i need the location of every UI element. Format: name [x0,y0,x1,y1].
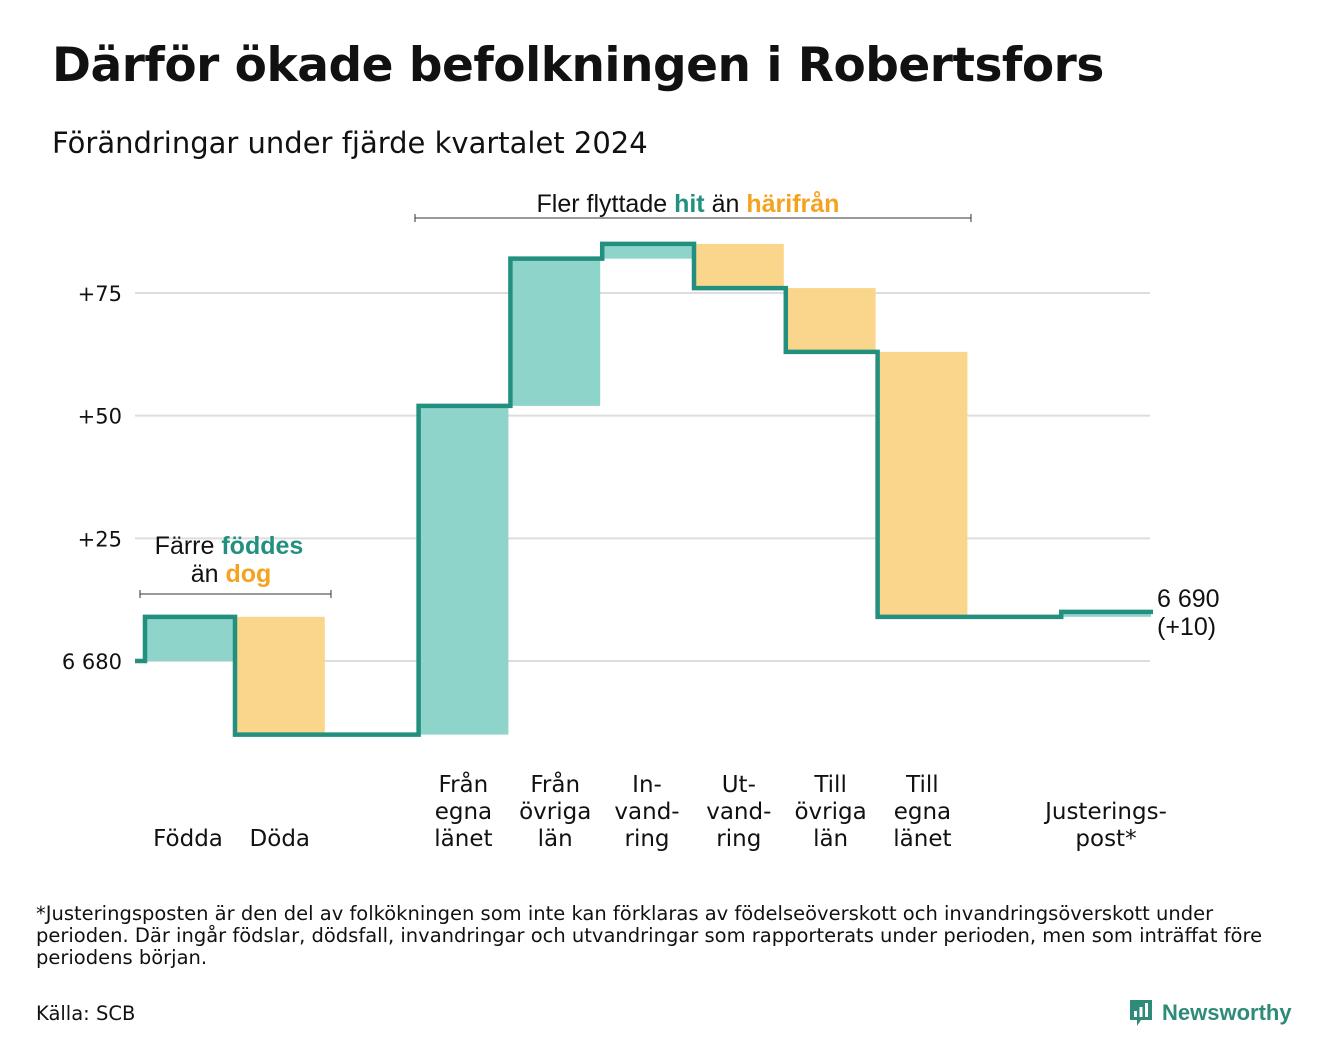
chart-title: Därför ökade befolkningen i Robertsfors [52,38,1104,93]
waterfall-bar [1061,611,1151,617]
moves-annotation: Fler flyttade hit än härifrån [414,190,972,222]
x-category-label: länet [434,826,492,852]
waterfall-bar [418,405,509,735]
newsworthy-logo: Newsworthy [1128,998,1292,1028]
moves-annotation-highlight-away: härifrån [746,190,839,218]
x-category-label: Från [530,770,580,798]
waterfall-bar [510,258,601,406]
step-line [135,241,1153,737]
y-tick-label: +25 [78,527,122,551]
grid-lines [135,292,1150,662]
y-tick-label: +50 [78,405,122,429]
births-annotation-middle: än [191,560,219,588]
x-category-label: övriga [519,799,591,825]
x-category-label: vand- [614,799,679,825]
y-tick-label: 6 680 [62,650,122,674]
x-category-label: Födda [153,826,223,852]
y-axis-tick-labels: 6 680 +25 +50 +75 [62,282,122,674]
x-category-label: ring [716,826,761,852]
x-category-label: post* [1075,826,1136,852]
x-category-label: Justerings- [1043,799,1167,825]
svg-text:än dog: än dog [191,560,272,588]
x-category-label: Från [439,770,489,798]
chart-subtitle: Förändringar under fjärde kvartalet 2024 [52,126,648,160]
source-credit: Källa: SCB [36,1002,136,1025]
x-category-label: egna [894,799,951,825]
births-annotation-prefix: Färre [155,532,215,560]
births-annotation-highlight-born: föddes [221,532,303,560]
end-value-label-line: 6 690 [1157,585,1220,613]
x-category-label: län [813,826,848,852]
waterfall-bar [693,243,784,289]
waterfall-bar [877,351,968,617]
cumulative-step-line [135,241,1153,737]
births-annotation-highlight-died: dog [225,560,271,588]
x-category-label: egna [435,799,492,825]
x-category-label: länet [893,826,951,852]
end-value-label: 6 690(+10) [1157,585,1220,641]
x-category-label: In- [632,772,662,798]
newsworthy-logo-icon [1130,1000,1152,1026]
waterfall-bar [234,616,325,735]
newsworthy-logo-text: Newsworthy [1162,1000,1292,1025]
moves-annotation-prefix: Fler flyttade [537,190,668,218]
waterfall-bar [602,243,692,259]
x-category-label: Till [905,772,939,798]
y-tick-label: +75 [78,282,122,306]
x-category-label: län [538,826,573,852]
moves-annotation-highlight-here: hit [674,190,705,218]
x-category-label: Till [813,772,847,798]
x-axis-category-labels: Födda DödaFrånegnalänetFrånövrigalänIn-va… [153,770,1167,852]
waterfall-bar [143,616,233,661]
births-annotation: Färre föddes än dog [139,532,332,598]
footnote: *Justeringsposten är den del av folkökni… [36,902,1263,969]
svg-text:Färre föddes: Färre föddes [155,532,304,560]
waterfall-chart: 6 680+25+50+75 Födda DödaFrånegnalänetFrå… [62,190,1220,852]
x-category-label: ring [624,826,669,852]
x-category-label: Döda [250,826,310,852]
waterfall-bar [785,288,876,352]
svg-text:Fler flyttade hit: Fler flyttade hit än härifrån [537,190,840,218]
end-value-label-line: (+10) [1157,613,1216,641]
moves-annotation-middle: än [712,190,740,218]
x-category-label: vand- [706,799,771,825]
x-category-label: Ut- [722,772,756,798]
x-category-label: övriga [794,799,866,825]
bars [143,243,1151,735]
